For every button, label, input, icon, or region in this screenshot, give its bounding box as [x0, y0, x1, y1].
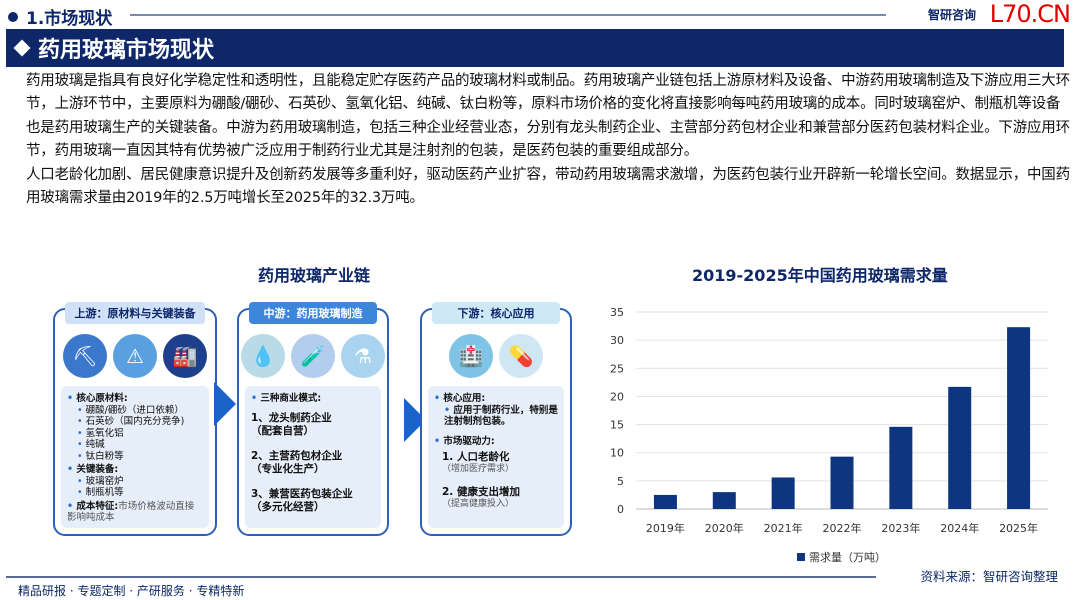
intro-text: 药用玻璃是指具有良好化学稳定性和透明性，且能稳定贮存医药产品的玻璃材料或制品。药…	[26, 70, 1070, 210]
source-note: 资料来源：智研咨询整理	[920, 569, 1058, 584]
midstream-header: 中游：药用玻璃制造	[249, 302, 377, 324]
footer-divider	[6, 576, 876, 578]
diamond-icon	[13, 39, 31, 57]
upstream-panel: 上游：原材料与关键装备 ⛏⚠🏭 核心原材料: 硼酸/硼砂（进口依赖） 石英砂（国…	[53, 302, 217, 536]
downstream-header: 下游：核心应用	[432, 302, 560, 324]
x-tick-label: 2020年	[705, 521, 744, 535]
logo: 智研咨询	[927, 8, 976, 22]
midstream-panel: 中游：药用玻璃制造 💧🧪⚗ 三种商业模式: 1、龙头制药企业 （配套自营） 2、…	[237, 302, 389, 536]
upstream-header: 上游：原材料与关键装备	[65, 302, 205, 324]
downstream-content: 核心应用: 应用于制药行业，特别是注射制剂包装。 市场驱动力: 1. 人口老龄化…	[428, 386, 564, 528]
hospital-icon: 🏥	[449, 334, 493, 378]
label: 核心应用:	[434, 393, 558, 405]
furnace-icon: 🏭	[163, 334, 207, 378]
label: 关键装备:	[67, 464, 203, 476]
midstream-content: 三种商业模式: 1、龙头制药企业 （配套自营） 2、主营药包材企业 （专业化生产…	[245, 386, 381, 528]
y-tick-label: 30	[610, 334, 624, 347]
driver-sub: （增加医疗需求）	[442, 464, 515, 474]
x-tick-label: 2025年	[999, 521, 1038, 535]
x-tick-label: 2021年	[764, 521, 803, 535]
paragraph-1: 药用玻璃是指具有良好化学稳定性和透明性，且能稳定贮存医药产品的玻璃材料或制品。药…	[26, 73, 1070, 160]
model-sub: （配套自营）	[251, 424, 314, 437]
ampoule-icon: 🧪	[291, 334, 335, 378]
list-item: 玻璃窑炉	[67, 476, 203, 488]
driver-name: 1. 人口老龄化	[442, 451, 510, 463]
y-tick-label: 25	[610, 362, 624, 375]
downstream-panel: 下游：核心应用 🏥💊 核心应用: 应用于制药行业，特别是注射制剂包装。 市场驱动…	[420, 302, 572, 536]
iv-bag-icon: 💧	[241, 334, 285, 378]
model-name: 1、龙头制药企业	[251, 411, 332, 424]
driver-name: 2. 健康支出增加	[442, 485, 520, 498]
x-tick-label: 2024年	[940, 521, 979, 535]
divider	[130, 14, 886, 16]
list-item: 氢氧化铝	[67, 428, 203, 440]
pickaxe-mine-icon: ⛏	[63, 334, 107, 378]
bar	[830, 456, 854, 509]
label: 核心原材料:	[67, 393, 203, 405]
y-tick-label: 5	[617, 475, 624, 488]
legend-label: 需求量（万吨）	[809, 551, 886, 564]
model-name: 2、主营药包材企业	[251, 449, 343, 462]
bar	[653, 494, 677, 509]
list-item: 石英砂（国内充分竞争)	[67, 416, 203, 428]
list-item: 硼酸/硼砂（进口依赖）	[67, 405, 203, 417]
upstream-content: 核心原材料: 硼酸/硼砂（进口依赖） 石英砂（国内充分竞争) 氢氧化铝 纯碱 钛…	[61, 386, 209, 528]
title-banner: 药用玻璃市场现状	[6, 29, 1064, 67]
bar	[712, 492, 736, 509]
logo-url: L70.CN	[989, 0, 1071, 28]
section-heading: 1.市场现状	[8, 4, 112, 29]
legend-swatch	[797, 553, 805, 561]
bar	[1007, 327, 1031, 509]
x-tick-label: 2019年	[646, 521, 685, 535]
label: 市场驱动力:	[434, 436, 558, 448]
model-sub: （多元化经营）	[251, 500, 325, 513]
cost-item: 成本特征:市场价格波动直接影响吨成本	[67, 501, 203, 524]
section-title: 1.市场现状	[26, 9, 113, 29]
list-item: 应用于制药行业，特别是注射制剂包装。	[434, 405, 558, 428]
vial-icon: ⚗	[341, 334, 385, 378]
x-tick-label: 2022年	[823, 521, 862, 535]
list-item: 钛白粉等	[67, 451, 203, 463]
bar	[889, 426, 913, 509]
page-title: 药用玻璃市场现状	[38, 38, 215, 63]
cost-text: 市场价格波动直接影响吨成本	[67, 500, 195, 524]
chemical-barrels-icon: ⚠	[113, 334, 157, 378]
diagram-title: 药用玻璃产业链	[258, 266, 371, 285]
bar	[771, 477, 795, 509]
y-tick-label: 15	[610, 419, 624, 432]
list-item: 制瓶机等	[67, 487, 203, 499]
y-tick-label: 0	[617, 503, 624, 516]
paragraph-2: 人口老龄化加剧、居民健康意识提升及创新药发展等多重利好，驱动医药产业扩容，带动药…	[26, 166, 1070, 207]
label: 成本特征:	[76, 500, 119, 512]
label: 三种商业模式:	[251, 393, 375, 405]
y-tick-label: 20	[610, 390, 624, 403]
list-item: 纯碱	[67, 439, 203, 451]
footer-tagline: 精品研报 · 专题定制 · 产研服务 · 专精特新	[18, 584, 245, 598]
bullet-icon	[8, 11, 18, 22]
y-tick-label: 35	[610, 306, 624, 319]
driver-sub: （提高健康投入）	[442, 498, 515, 509]
x-tick-label: 2023年	[881, 521, 920, 535]
model-sub: （专业化生产）	[251, 462, 325, 475]
bar	[948, 386, 972, 509]
y-tick-label: 10	[610, 447, 624, 460]
pills-elderly-icon: 💊	[499, 334, 543, 378]
chart-title: 2019-2025年中国药用玻璃需求量	[692, 266, 948, 285]
arrow-icon	[214, 382, 236, 426]
model-name: 3、兼营医药包装企业	[251, 487, 353, 500]
